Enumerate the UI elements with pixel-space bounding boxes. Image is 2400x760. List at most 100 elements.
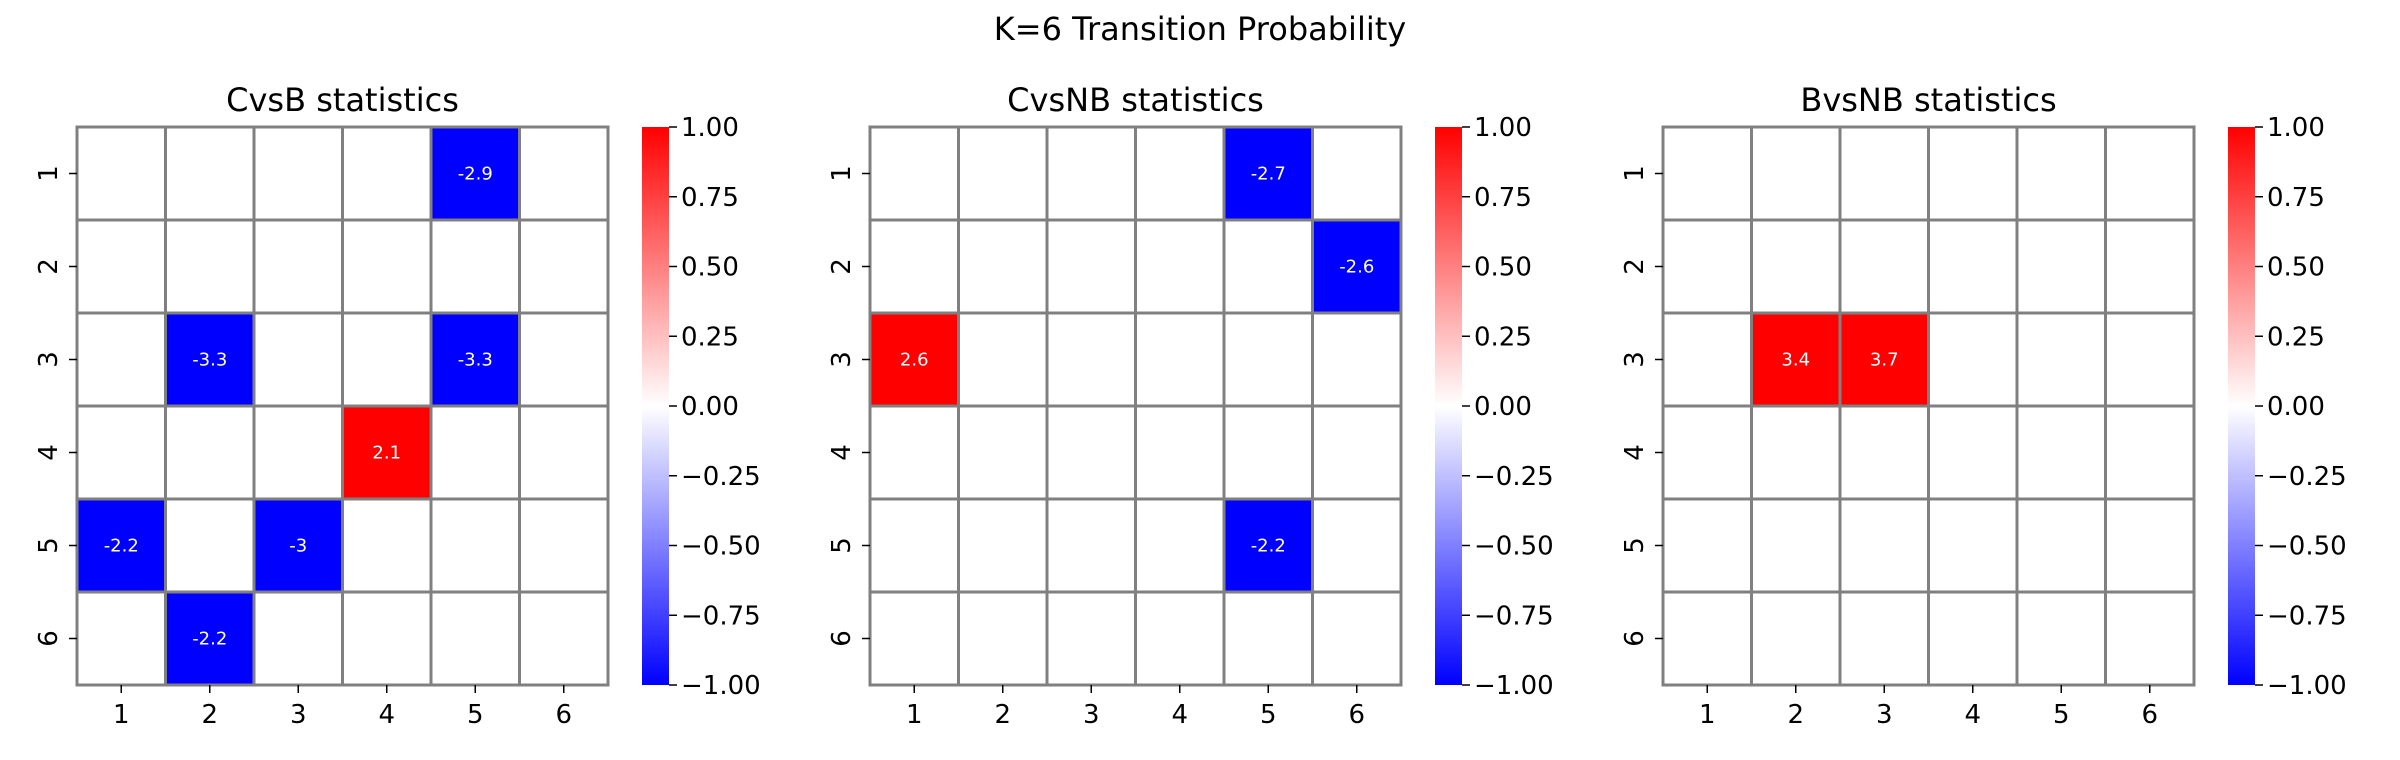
y-tick-label: 6: [34, 630, 64, 647]
heatmap-cell: [252, 311, 344, 408]
colorbar: [642, 127, 669, 685]
heatmap-cell: [1927, 404, 2019, 501]
heatmap-cell: [957, 311, 1049, 408]
colorbar-tick-label: 0.00: [681, 392, 739, 422]
colorbar-tick-label: 0.50: [681, 253, 739, 283]
y-tick-label: 4: [827, 444, 857, 461]
heatmap-cell-highlighted: [1222, 125, 1314, 222]
colorbar-tick-label: 0.00: [2267, 392, 2325, 422]
x-tick-label: 2: [201, 700, 218, 730]
heatmap-cell: [1927, 497, 2019, 594]
heatmap-cell: [957, 497, 1049, 594]
heatmap-cell: [518, 125, 610, 222]
y-tick-label: 3: [827, 351, 857, 368]
colorbar-tick-label: −0.75: [681, 601, 761, 631]
heatmap-cell: [1045, 218, 1137, 315]
y-tick-label: 5: [34, 537, 64, 554]
colorbar-tick-label: 0.75: [681, 183, 739, 213]
x-tick-label: 3: [1083, 700, 1100, 730]
cell-annotation: -2.7: [1251, 164, 1286, 185]
cell-annotation: 2.1: [372, 443, 401, 464]
heatmap-cell: [1661, 404, 1753, 501]
x-tick-label: 1: [113, 700, 130, 730]
panels: CvsB statistics -2.9 -3.3 -3.3 2.1 -2.2 -3 -2.2…: [34, 81, 2347, 730]
colorbar-tick-label: −1.00: [1474, 671, 1554, 701]
heatmap-cell: [1750, 125, 1842, 222]
cell-annotation: -2.2: [192, 629, 227, 650]
heatmap-cell: [2015, 218, 2107, 315]
heatmap-cell: [957, 404, 1049, 501]
cell-annotation: -2.6: [1339, 257, 1374, 278]
heatmap-cell-highlighted: [429, 125, 521, 222]
x-tick-label: 4: [1964, 700, 1981, 730]
colorbar: [2228, 127, 2255, 685]
heatmap-cell: [164, 497, 256, 594]
colorbar: [1435, 127, 1462, 685]
colorbar-tick-label: 0.75: [1474, 183, 1532, 213]
x-tick-label: 6: [555, 700, 572, 730]
colorbar-tick-label: −0.50: [1474, 532, 1554, 562]
heatmap-cell: [2104, 590, 2196, 687]
y-tick-label: 3: [34, 351, 64, 368]
heatmap-cell: [1045, 497, 1137, 594]
heatmap-cell-highlighted: [1750, 311, 1842, 408]
y-tick-label: 4: [34, 444, 64, 461]
panel-title: CvsB statistics: [226, 81, 459, 119]
heatmap-cell: [1661, 590, 1753, 687]
heatmap-cell: [2015, 590, 2107, 687]
heatmap-cell: [1134, 590, 1226, 687]
colorbar-tick-label: −0.25: [2267, 462, 2347, 492]
x-tick-label: 2: [1787, 700, 1804, 730]
heatmap-cell: [1311, 497, 1403, 594]
heatmap-cell: [868, 404, 960, 501]
heatmap-cell: [868, 218, 960, 315]
heatmap-cell: [1134, 404, 1226, 501]
heatmap-cell-highlighted: [1222, 497, 1314, 594]
x-tick-label: 1: [1699, 700, 1716, 730]
colorbar-tick-label: −0.25: [1474, 462, 1554, 492]
heatmap-cell: [1222, 404, 1314, 501]
heatmap-cell: [1045, 590, 1137, 687]
heatmap-cell: [1927, 590, 2019, 687]
y-tick-label: 6: [827, 630, 857, 647]
heatmap-cell: [518, 404, 610, 501]
panel-title: BvsNB statistics: [1800, 81, 2056, 119]
figure-title: K=6 Transition Probability: [994, 10, 1406, 48]
heatmap-cell: [164, 125, 256, 222]
heatmap-cell: [1750, 404, 1842, 501]
colorbar-tick-label: −0.50: [681, 532, 761, 562]
heatmap-cell: [2104, 218, 2196, 315]
heatmap-cell: [75, 218, 167, 315]
heatmap-cell: [868, 125, 960, 222]
heatmap-cell: [1661, 218, 1753, 315]
colorbar-tick-label: 0.25: [681, 322, 739, 352]
heatmap-cell: [518, 311, 610, 408]
y-tick-label: 1: [827, 165, 857, 182]
heatmap-cell: [868, 590, 960, 687]
heatmap-cell: [1927, 218, 2019, 315]
heatmap-cell: [1311, 590, 1403, 687]
heatmap-cell: [252, 590, 344, 687]
heatmap-cell: [1045, 311, 1137, 408]
heatmap-cell: [1134, 125, 1226, 222]
heatmap-cell: [2015, 311, 2107, 408]
x-tick-label: 4: [378, 700, 395, 730]
heatmap-cell: [75, 125, 167, 222]
heatmap-cell: [1222, 311, 1314, 408]
x-tick-label: 3: [290, 700, 307, 730]
y-tick-label: 3: [1620, 351, 1650, 368]
cell-annotation: -3: [289, 536, 307, 557]
heatmap-cell: [2104, 404, 2196, 501]
heatmap-cell: [164, 404, 256, 501]
y-tick-label: 4: [1620, 444, 1650, 461]
cell-annotation: 3.4: [1781, 350, 1810, 371]
y-tick-label: 2: [34, 258, 64, 275]
heatmap-cell: [1311, 404, 1403, 501]
heatmap-cell: [957, 218, 1049, 315]
heatmap-cell: [868, 497, 960, 594]
heatmap-cell: [1311, 125, 1403, 222]
heatmap-cell: [2104, 497, 2196, 594]
heatmap-cell: [1661, 311, 1753, 408]
heatmap-panel: BvsNB statistics 3.4 3.7 1 2 3 4 5 6 1 2 3 4 5 6 1.00 0.…: [1620, 81, 2347, 730]
